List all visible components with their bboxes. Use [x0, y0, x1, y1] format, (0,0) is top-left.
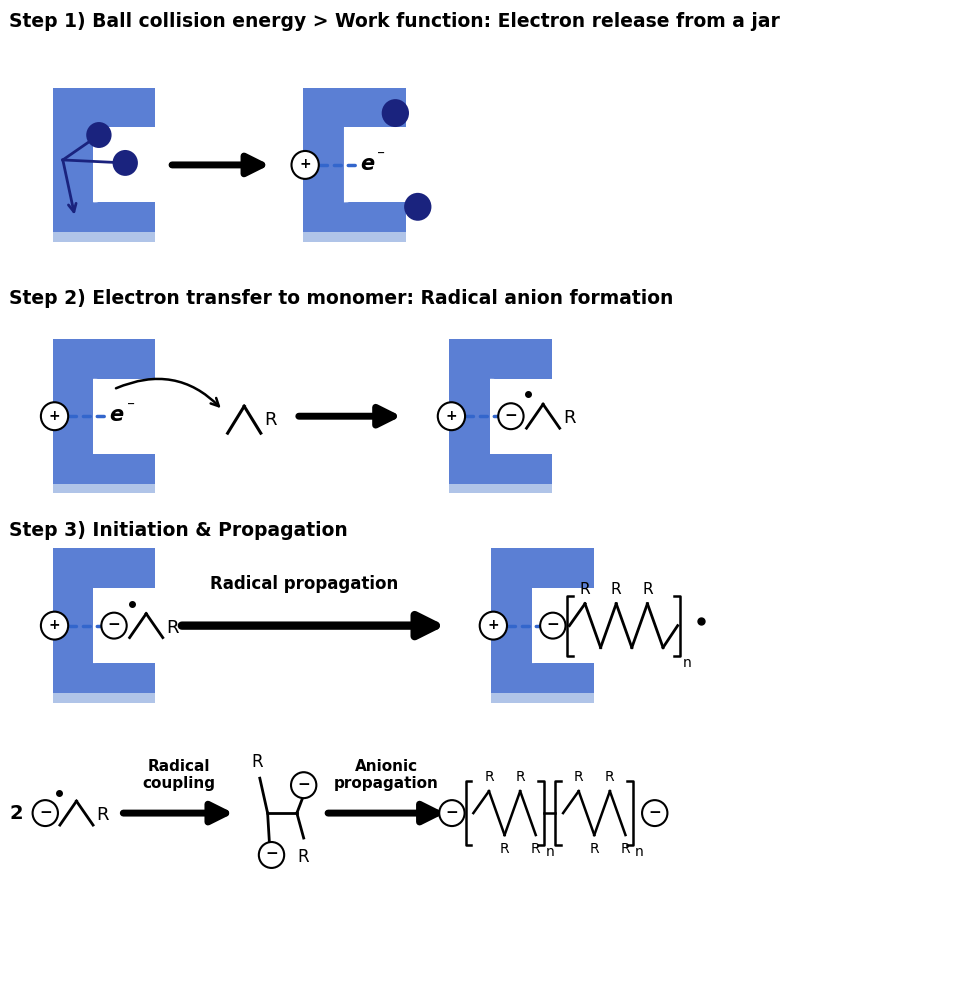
Text: −: − — [446, 805, 458, 819]
Text: +: + — [49, 618, 60, 632]
Bar — [94, 379, 155, 454]
Bar — [303, 88, 406, 243]
Text: n: n — [682, 656, 691, 669]
Text: +: + — [49, 409, 60, 423]
Bar — [490, 379, 552, 454]
Text: ⁻: ⁻ — [377, 149, 385, 164]
Text: Step 1) Ball collision energy > Work function: Electron release from a jar: Step 1) Ball collision energy > Work fun… — [9, 13, 780, 32]
Text: R: R — [298, 848, 309, 866]
Text: −: − — [648, 805, 661, 819]
Text: R: R — [590, 842, 599, 856]
Text: −: − — [546, 617, 560, 632]
Text: Step 2) Electron transfer to monomer: Radical anion formation: Step 2) Electron transfer to monomer: Ra… — [9, 289, 674, 308]
Bar — [53, 339, 155, 494]
Wedge shape — [94, 379, 130, 454]
Circle shape — [41, 402, 68, 430]
Text: −: − — [265, 846, 278, 862]
Circle shape — [540, 612, 566, 639]
Text: 2: 2 — [9, 804, 22, 822]
Bar — [94, 127, 155, 202]
Circle shape — [381, 100, 409, 127]
Text: R: R — [564, 409, 576, 427]
Bar — [53, 483, 155, 494]
Text: R: R — [264, 411, 277, 429]
Text: ⁻: ⁻ — [127, 399, 135, 415]
Bar — [449, 483, 552, 494]
Wedge shape — [94, 127, 130, 202]
Text: R: R — [516, 770, 525, 784]
Bar — [449, 339, 552, 494]
Text: R: R — [580, 582, 590, 597]
Bar — [53, 693, 155, 703]
Circle shape — [258, 842, 284, 868]
Text: n: n — [546, 845, 554, 859]
Text: Radical
coupling: Radical coupling — [142, 759, 215, 792]
Text: e: e — [109, 405, 123, 425]
Wedge shape — [94, 588, 130, 664]
Wedge shape — [344, 127, 380, 202]
Circle shape — [498, 403, 524, 429]
Circle shape — [439, 800, 464, 826]
Text: +: + — [488, 618, 499, 632]
Circle shape — [32, 800, 58, 826]
Bar — [532, 588, 594, 664]
Text: −: − — [504, 408, 518, 423]
Text: n: n — [636, 845, 644, 859]
Text: Radical propagation: Radical propagation — [210, 575, 398, 593]
Circle shape — [112, 150, 137, 176]
Text: −: − — [297, 777, 310, 792]
Bar — [53, 548, 155, 703]
Text: Step 3) Initiation & Propagation: Step 3) Initiation & Propagation — [9, 521, 348, 540]
Bar — [94, 588, 155, 664]
Wedge shape — [532, 588, 568, 664]
Circle shape — [101, 612, 127, 639]
Circle shape — [404, 193, 431, 221]
Circle shape — [41, 611, 68, 640]
Circle shape — [86, 122, 111, 148]
Text: +: + — [446, 409, 457, 423]
Text: R: R — [252, 753, 262, 771]
Text: R: R — [605, 770, 614, 784]
Bar — [491, 693, 594, 703]
Text: R: R — [574, 770, 583, 784]
Text: R: R — [611, 582, 621, 597]
Text: R: R — [643, 582, 652, 597]
Text: R: R — [500, 842, 509, 856]
Text: +: + — [299, 158, 311, 172]
Text: R: R — [621, 842, 630, 856]
Text: R: R — [531, 842, 540, 856]
Text: −: − — [39, 805, 52, 819]
Bar — [344, 127, 406, 202]
Text: R: R — [96, 807, 108, 824]
Wedge shape — [490, 379, 526, 454]
Circle shape — [292, 151, 319, 178]
Circle shape — [643, 800, 668, 826]
Text: Anionic
propagation: Anionic propagation — [334, 759, 439, 792]
Bar — [53, 88, 155, 243]
Circle shape — [291, 772, 316, 798]
Text: e: e — [360, 154, 373, 174]
Bar — [53, 233, 155, 243]
Text: −: − — [107, 617, 120, 632]
Bar — [303, 233, 406, 243]
Circle shape — [438, 402, 465, 430]
Text: R: R — [485, 770, 493, 784]
Circle shape — [480, 611, 507, 640]
Text: R: R — [167, 618, 179, 637]
Bar — [491, 548, 594, 703]
